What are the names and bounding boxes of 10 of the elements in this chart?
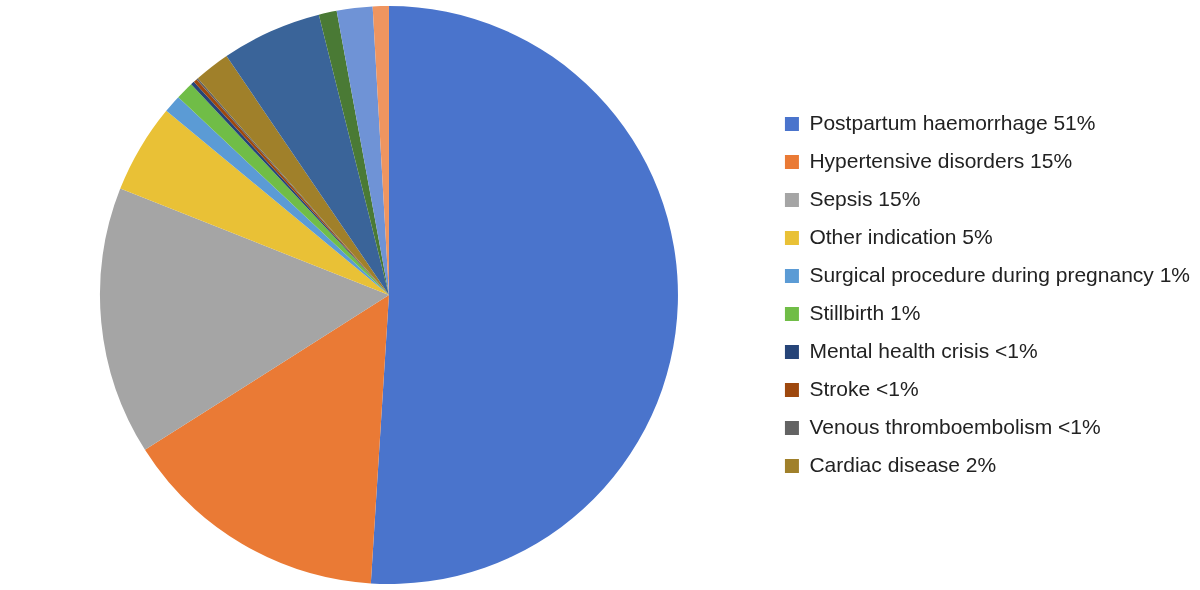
legend-label: Venous thromboembolism <1% xyxy=(809,414,1101,438)
legend-label: Mental health crisis <1% xyxy=(809,338,1038,362)
legend-label: Surgical procedure during pregnancy 1% xyxy=(809,262,1191,286)
legend-label: Stroke <1% xyxy=(809,376,919,400)
legend-label: Stillbirth 1% xyxy=(809,300,921,324)
legend-label: Sepsis 15% xyxy=(809,186,921,210)
legend-label: Hypertensive disorders 15% xyxy=(809,148,1073,172)
legend-label: Postpartum haemorrhage 51% xyxy=(809,110,1096,134)
legend-label: Cardiac disease 2% xyxy=(809,452,997,476)
legend-label: Other indication 5% xyxy=(809,224,993,248)
